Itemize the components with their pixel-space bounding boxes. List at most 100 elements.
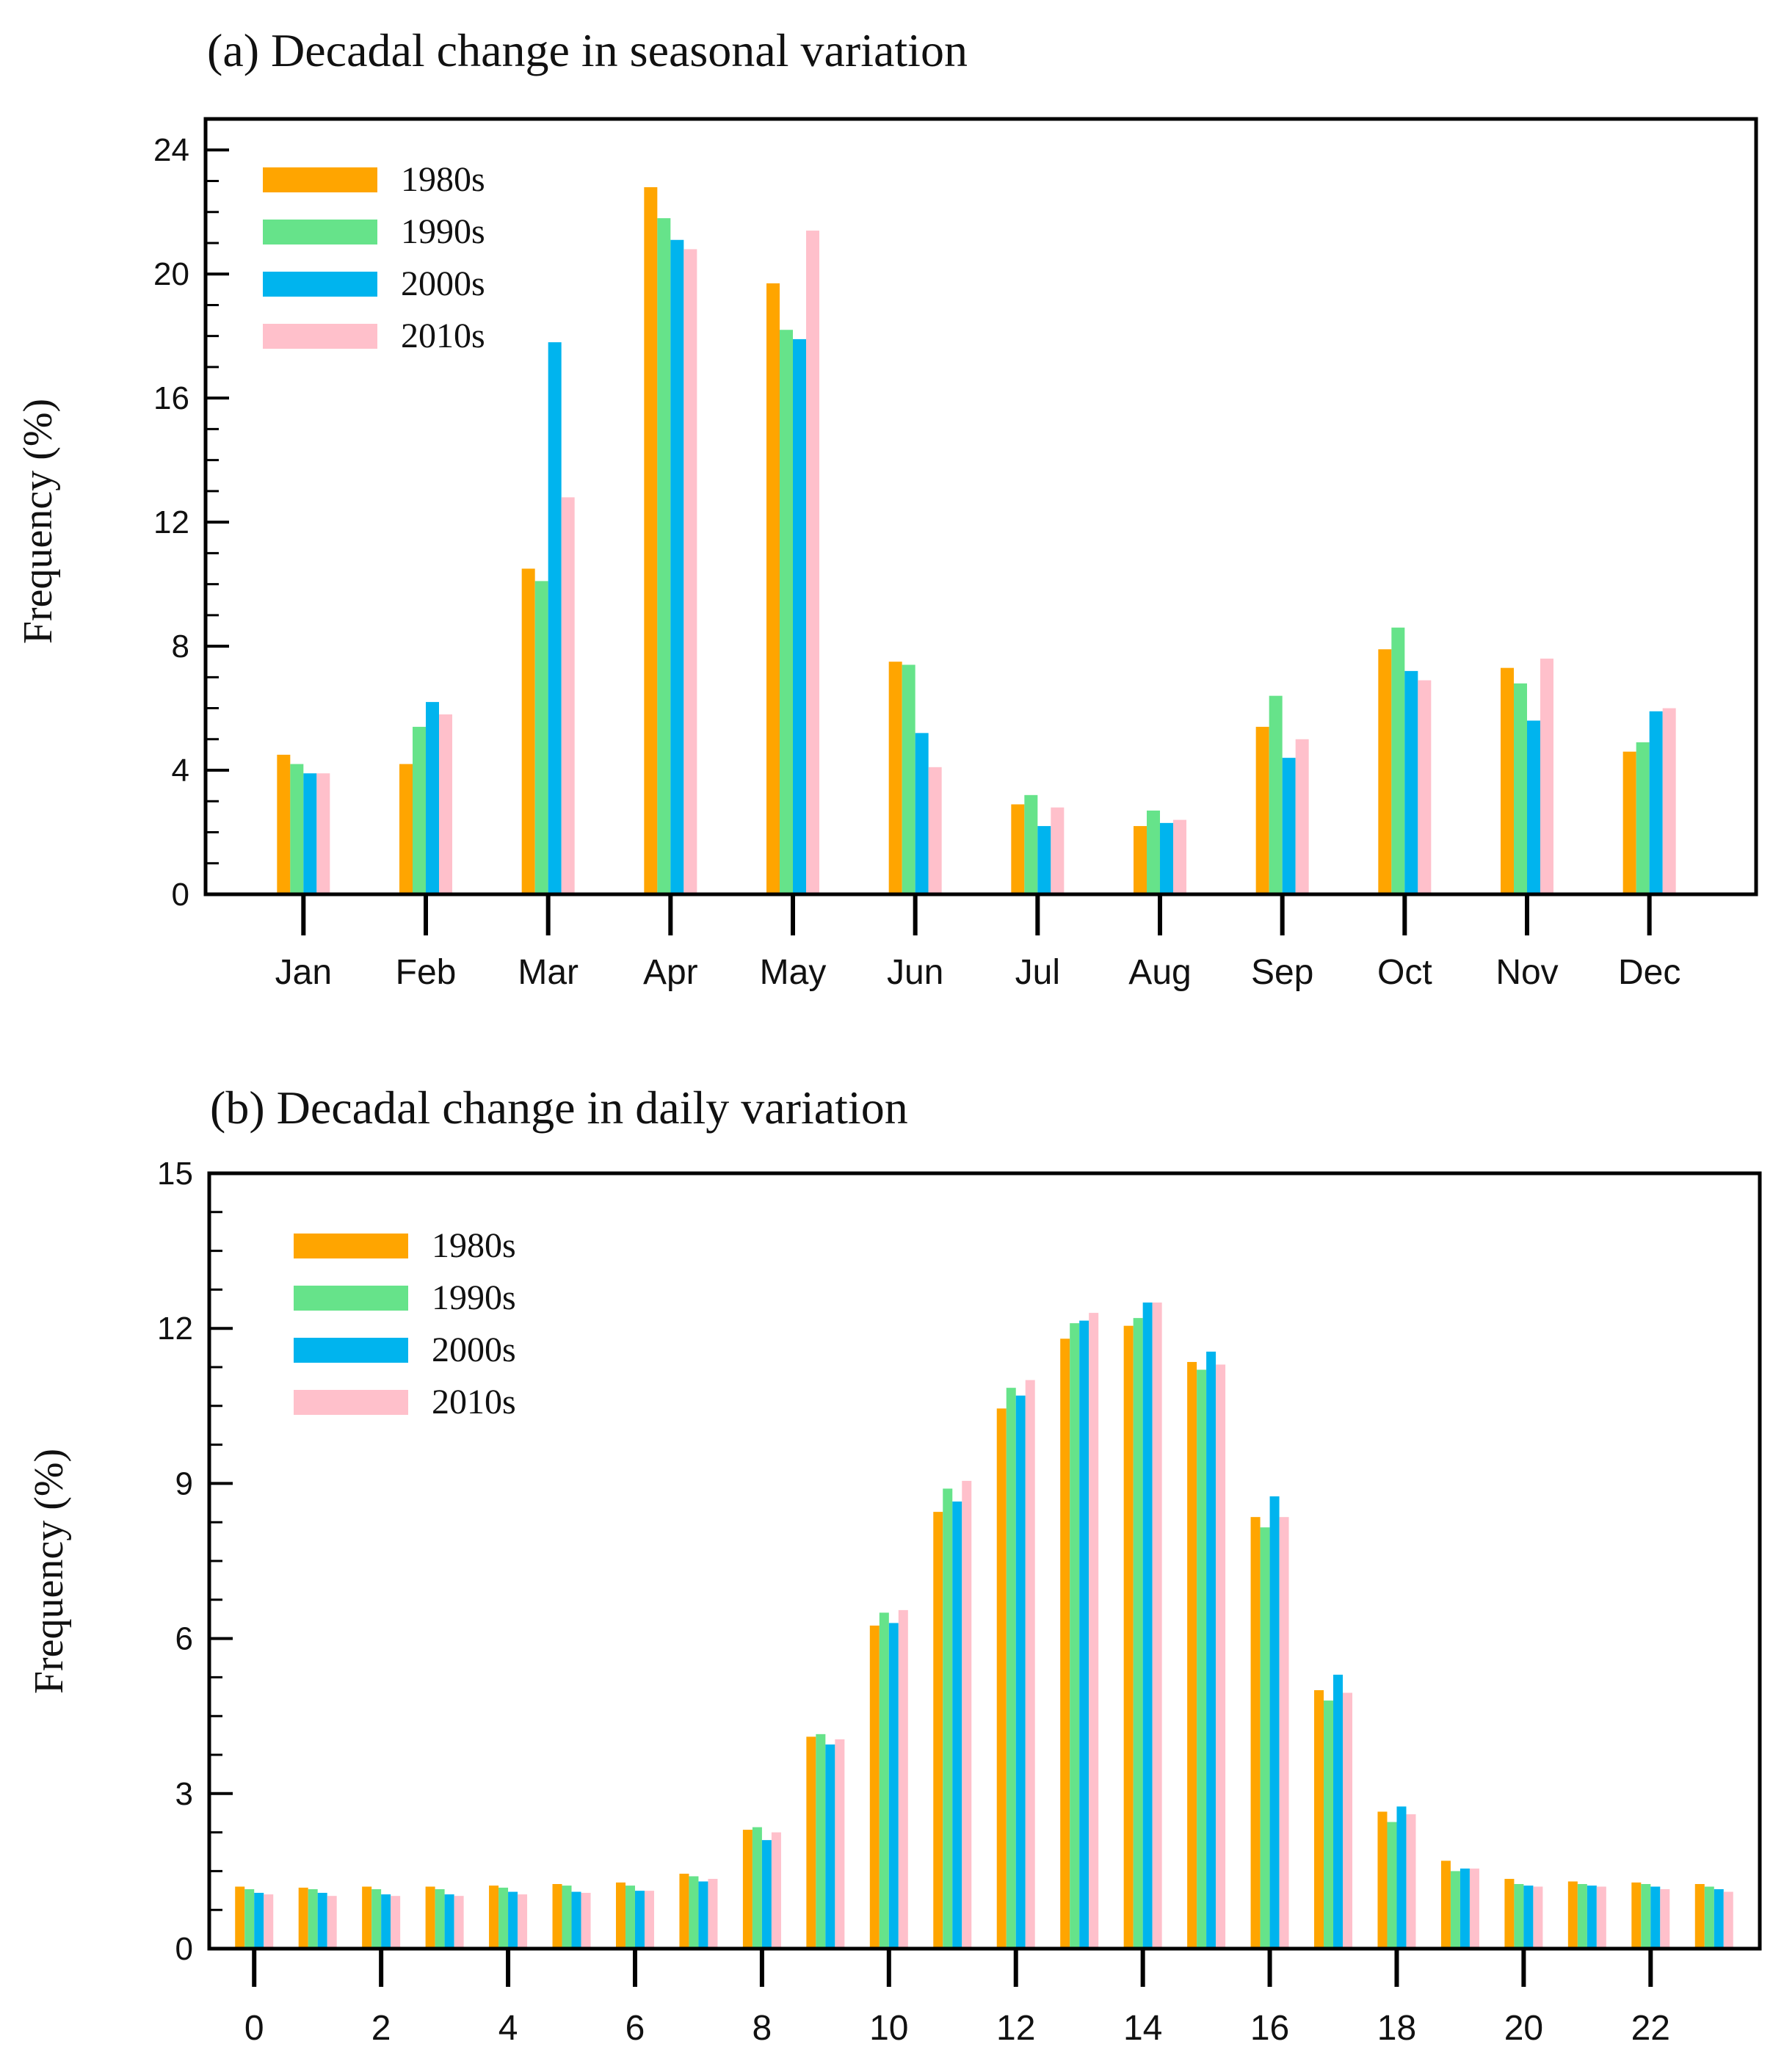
chart-b-ticks: 0 3 6 9 12 15 0 2 4 6 8 10 12 14 16 18 20 22 xyxy=(157,1156,1670,2048)
bar-1-1980s-14 xyxy=(1123,1325,1134,1949)
bar-1-1990s-22 xyxy=(1641,1884,1651,1949)
bar-0-1980s-May xyxy=(766,283,780,894)
bar-0-2000s-Jun xyxy=(915,733,929,894)
bar-1-2000s-17 xyxy=(1333,1674,1344,1949)
bar-1-1980s-2 xyxy=(362,1886,372,1949)
xtick-label-0-Apr: Apr xyxy=(643,953,698,992)
xtick-label-1-20: 20 xyxy=(1504,2009,1543,2048)
bar-1-1980s-17 xyxy=(1314,1690,1324,1949)
bar-1-2010s-13 xyxy=(1089,1313,1099,1949)
bar-0-2000s-Dec xyxy=(1649,711,1663,894)
bar-1-2010s-15 xyxy=(1216,1364,1226,1949)
legend-label-0-1990s: 1990s xyxy=(401,212,485,251)
bar-1-2000s-20 xyxy=(1523,1886,1534,1949)
bar-1-1990s-7 xyxy=(689,1876,699,1949)
legend-swatch-0-2010s xyxy=(263,324,377,349)
bar-0-1990s-Jan xyxy=(290,764,304,894)
bar-0-1990s-Mar xyxy=(534,581,548,894)
bar-0-2010s-Dec xyxy=(1662,708,1676,894)
bar-1-2010s-20 xyxy=(1533,1886,1543,1949)
bar-0-2010s-Sep xyxy=(1295,739,1309,894)
bar-1-1990s-18 xyxy=(1387,1822,1397,1949)
bar-0-1990s-Jun xyxy=(902,664,915,894)
bar-1-2000s-13 xyxy=(1079,1320,1089,1949)
xtick-label-1-14: 14 xyxy=(1123,2009,1162,2048)
bar-1-1980s-20 xyxy=(1504,1878,1515,1949)
bar-0-1990s-Jul xyxy=(1024,794,1038,894)
xtick-label-0-Feb: Feb xyxy=(396,953,457,992)
bar-1-1990s-2 xyxy=(371,1889,382,1949)
bar-1-1980s-3 xyxy=(425,1886,435,1949)
bar-1-1980s-5 xyxy=(552,1884,562,1949)
bar-1-1990s-14 xyxy=(1133,1318,1143,1949)
bar-1-2000s-15 xyxy=(1206,1351,1216,1949)
bar-0-2010s-Mar xyxy=(561,497,575,894)
bar-1-2010s-4 xyxy=(518,1894,528,1949)
bar-1-2010s-8 xyxy=(771,1832,781,1949)
bar-1-2010s-21 xyxy=(1596,1886,1606,1949)
bar-1-2010s-1 xyxy=(327,1896,337,1949)
chart-b-legend: 1980s 1990s 2000s 2010s xyxy=(294,1226,516,1421)
bar-0-1980s-Jun xyxy=(888,662,902,894)
bar-1-1980s-1 xyxy=(298,1887,308,1949)
bar-0-1980s-Jan xyxy=(277,754,291,894)
bar-0-2010s-Nov xyxy=(1540,658,1553,894)
bar-1-2010s-18 xyxy=(1406,1814,1416,1949)
chart-panel-a: (a) Decadal change in seasonal variation… xyxy=(15,24,1758,992)
xtick-label-0-Jul: Jul xyxy=(1015,953,1060,992)
bar-1-2010s-19 xyxy=(1469,1868,1479,1949)
bar-1-1990s-8 xyxy=(752,1827,762,1949)
bar-1-2010s-10 xyxy=(898,1609,908,1949)
bar-1-1990s-20 xyxy=(1514,1884,1524,1949)
bar-1-1990s-21 xyxy=(1577,1884,1587,1949)
bar-1-2010s-2 xyxy=(391,1896,401,1949)
chart-a-title: (a) Decadal change in seasonal variation xyxy=(207,24,968,76)
bar-1-1990s-9 xyxy=(816,1734,826,1949)
xtick-label-1-8: 8 xyxy=(753,2009,772,2048)
legend-swatch-0-1990s xyxy=(263,220,377,244)
bar-1-2000s-5 xyxy=(571,1891,581,1949)
bar-1-1980s-4 xyxy=(489,1886,499,1949)
bar-1-2000s-7 xyxy=(698,1881,708,1949)
bar-1-2000s-14 xyxy=(1142,1303,1153,1949)
xtick-label-0-Jun: Jun xyxy=(887,953,943,992)
bar-1-1980s-21 xyxy=(1567,1881,1578,1949)
legend-label-1-2000s: 2000s xyxy=(432,1330,516,1369)
bar-1-1990s-1 xyxy=(308,1889,318,1949)
bar-0-2000s-Aug xyxy=(1160,822,1173,894)
bar-0-2000s-Jul xyxy=(1037,826,1051,894)
bar-1-1980s-15 xyxy=(1187,1361,1197,1949)
bar-1-1980s-0 xyxy=(235,1886,245,1949)
bar-1-1980s-9 xyxy=(806,1736,816,1949)
bar-0-1980s-Oct xyxy=(1378,649,1392,894)
bar-1-1980s-11 xyxy=(933,1512,943,1949)
ytick-label-1-9: 9 xyxy=(175,1466,193,1502)
xtick-label-0-Nov: Nov xyxy=(1495,953,1558,992)
bar-1-1990s-13 xyxy=(1070,1323,1080,1949)
xtick-label-1-6: 6 xyxy=(626,2009,645,2048)
xtick-label-0-May: May xyxy=(760,953,827,992)
bar-1-2000s-10 xyxy=(888,1623,899,1949)
bar-0-1990s-Nov xyxy=(1514,683,1527,894)
ytick-label-1-15: 15 xyxy=(157,1156,193,1192)
bar-1-2010s-22 xyxy=(1660,1889,1670,1949)
legend-label-1-1990s: 1990s xyxy=(432,1278,516,1317)
bar-1-2010s-17 xyxy=(1343,1692,1353,1949)
legend-swatch-1-1980s xyxy=(294,1234,408,1258)
bar-1-1980s-10 xyxy=(869,1626,880,1949)
bar-0-1990s-Apr xyxy=(657,218,671,894)
ytick-label-0-24: 24 xyxy=(153,132,189,168)
ytick-label-0-4: 4 xyxy=(172,753,189,789)
legend-swatch-1-2010s xyxy=(294,1390,408,1415)
xtick-label-1-16: 16 xyxy=(1250,2009,1289,2048)
bar-1-2000s-2 xyxy=(381,1894,391,1949)
bar-1-2010s-9 xyxy=(835,1739,845,1949)
bar-1-1980s-7 xyxy=(679,1873,689,1949)
bar-1-1990s-10 xyxy=(879,1612,889,1949)
bar-1-2010s-16 xyxy=(1279,1517,1289,1949)
bar-0-1990s-Feb xyxy=(413,726,426,894)
xtick-label-1-12: 12 xyxy=(996,2009,1035,2048)
bar-1-1980s-23 xyxy=(1694,1884,1705,1949)
ytick-label-1-6: 6 xyxy=(175,1621,193,1657)
